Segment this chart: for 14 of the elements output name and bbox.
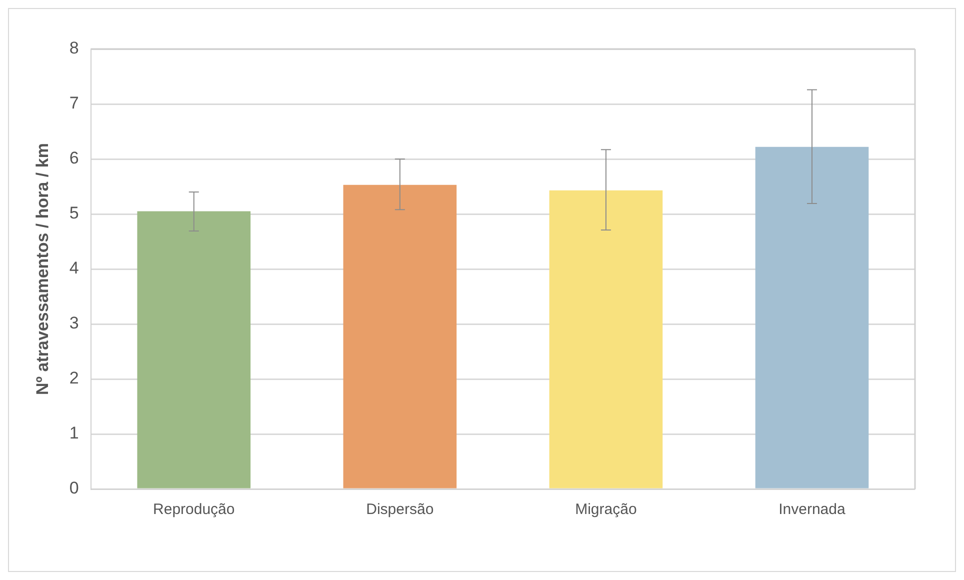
y-tick-label: 1 (69, 424, 79, 443)
y-tick-label: 4 (69, 258, 79, 278)
y-tick-label: 5 (69, 204, 79, 223)
x-tick-label: Migração (575, 501, 637, 518)
y-tick-label: 8 (69, 38, 79, 58)
y-tick-label: 2 (69, 368, 79, 388)
x-tick-label: Reprodução (153, 501, 235, 518)
y-tick-label: 3 (69, 314, 79, 333)
x-tick-label: Invernada (778, 501, 846, 518)
y-tick-label: 6 (69, 148, 79, 168)
y-tick-label: 7 (69, 94, 79, 113)
x-tick-label: Dispersão (366, 501, 434, 518)
y-axis-title: Nº atravessamentos / hora / km (32, 143, 52, 395)
y-tick-label: 0 (69, 478, 79, 498)
